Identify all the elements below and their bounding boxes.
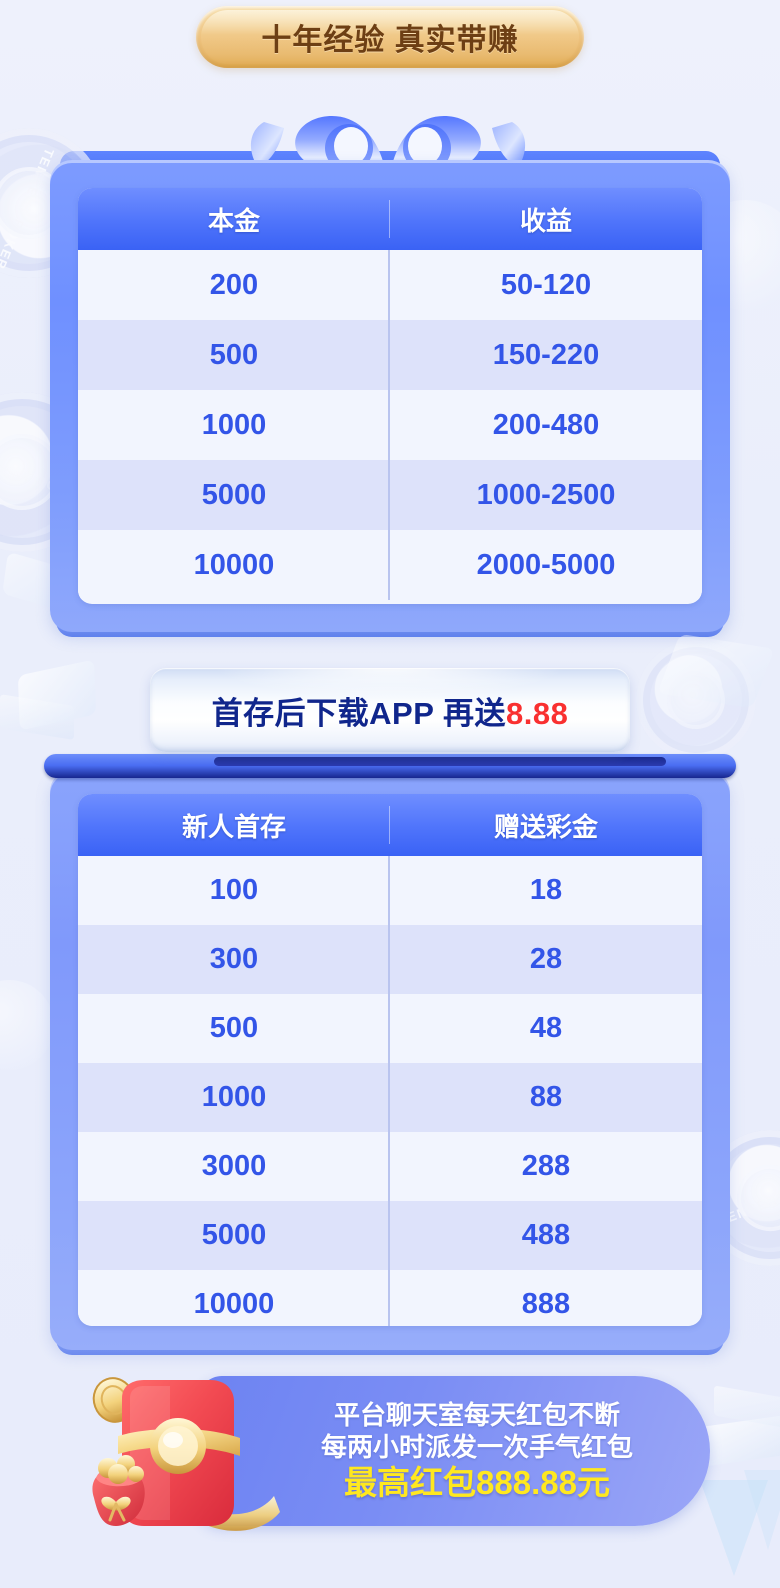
cell-principal: 1000 [78, 390, 390, 460]
badge-amount: 8.88 [505, 695, 569, 731]
background-glass-shape [657, 633, 775, 709]
earnings-header-principal: 本金 [78, 188, 390, 250]
earnings-table-header-row: 本金 收益 [78, 188, 702, 250]
chip-label: TENCENT POKER [0, 146, 58, 273]
table-row: 200 50-120 [78, 250, 702, 320]
cell-bonus: 288 [521, 1150, 571, 1182]
app-download-badge-text: 首存后下载APP 再送8.88 [212, 688, 569, 733]
table-row: 5000 488 [78, 1201, 702, 1270]
cell-deposit: 10000 [78, 1270, 390, 1326]
top-gold-banner-text: 十年经验 真实带赚 [261, 24, 519, 57]
cell-deposit: 3000 [78, 1132, 390, 1201]
background-blob [0, 980, 54, 1070]
badge-label: 首存后下载APP 再送 [211, 695, 506, 731]
poker-chip-watermark-icon [628, 632, 764, 768]
earnings-card: 本金 收益 200 50-120 500 150-220 1000 200-48… [50, 151, 730, 637]
cell-deposit: 500 [78, 994, 390, 1063]
cell-principal: 5000 [78, 460, 390, 530]
cell-bonus: 48 [529, 1012, 563, 1044]
background-glass-shape [17, 659, 97, 731]
cell-profit: 150-220 [492, 338, 600, 371]
cell-principal: 200 [78, 250, 390, 320]
red-packet-promo: 平台聊天室每天红包不断 每两小时派发一次手气红包 最高红包888.88元 [74, 1368, 710, 1538]
deposit-header-amount: 新人首存 [78, 794, 390, 856]
badge-slot [214, 757, 666, 766]
cell-principal: 500 [78, 320, 390, 390]
cell-bonus: 488 [521, 1219, 571, 1251]
deposit-header-bonus: 赠送彩金 [493, 811, 598, 842]
promo-line-1: 平台聊天室每天红包不断 [333, 1399, 620, 1430]
cell-bonus: 888 [521, 1288, 571, 1320]
table-row: 100 18 [78, 856, 702, 925]
cell-profit: 2000-5000 [476, 548, 616, 581]
deposit-table: 新人首存 赠送彩金 100 18 300 28 500 48 1000 88 3… [78, 794, 702, 1326]
cell-bonus: 18 [529, 874, 563, 906]
promo-pill: 平台聊天室每天红包不断 每两小时派发一次手气红包 最高红包888.88元 [198, 1376, 710, 1526]
deposit-table-header-row: 新人首存 赠送彩金 [78, 794, 702, 856]
earnings-header-profit: 收益 [519, 205, 572, 236]
table-row: 10000 888 [78, 1270, 702, 1326]
table-row: 3000 288 [78, 1132, 702, 1201]
top-gold-banner: 十年经验 真实带赚 [196, 6, 584, 68]
table-row: 500 150-220 [78, 320, 702, 390]
table-row: 1000 200-480 [78, 390, 702, 460]
cell-deposit: 1000 [78, 1063, 390, 1132]
table-row: 300 28 [78, 925, 702, 994]
app-download-badge: 首存后下载APP 再送8.88 [150, 668, 630, 752]
cell-profit: 1000-2500 [476, 478, 616, 511]
cell-bonus: 28 [529, 943, 563, 975]
background-slab-shape [714, 1385, 780, 1437]
table-row: 5000 1000-2500 [78, 460, 702, 530]
promo-line-3-highlight: 最高红包888.88元 [344, 1464, 610, 1502]
background-cone-shape [744, 1470, 780, 1550]
earnings-table: 本金 收益 200 50-120 500 150-220 1000 200-48… [78, 188, 702, 604]
cell-deposit: 300 [78, 925, 390, 994]
cell-principal: 10000 [78, 530, 390, 600]
cell-deposit: 5000 [78, 1201, 390, 1270]
cell-profit: 50-120 [500, 268, 592, 301]
background-cone-shape [700, 1480, 768, 1576]
table-row: 1000 88 [78, 1063, 702, 1132]
cell-bonus: 88 [529, 1081, 563, 1113]
promo-line-2: 每两小时派发一次手气红包 [320, 1432, 633, 1463]
background-slab-shape [0, 694, 74, 740]
deposit-card: 新人首存 赠送彩金 100 18 300 28 500 48 1000 88 3… [44, 754, 736, 1355]
table-row: 10000 2000-5000 [78, 530, 702, 600]
cell-deposit: 100 [78, 856, 390, 925]
red-envelope-icon [74, 1368, 294, 1538]
cell-profit: 200-480 [492, 408, 600, 441]
table-row: 500 48 [78, 994, 702, 1063]
